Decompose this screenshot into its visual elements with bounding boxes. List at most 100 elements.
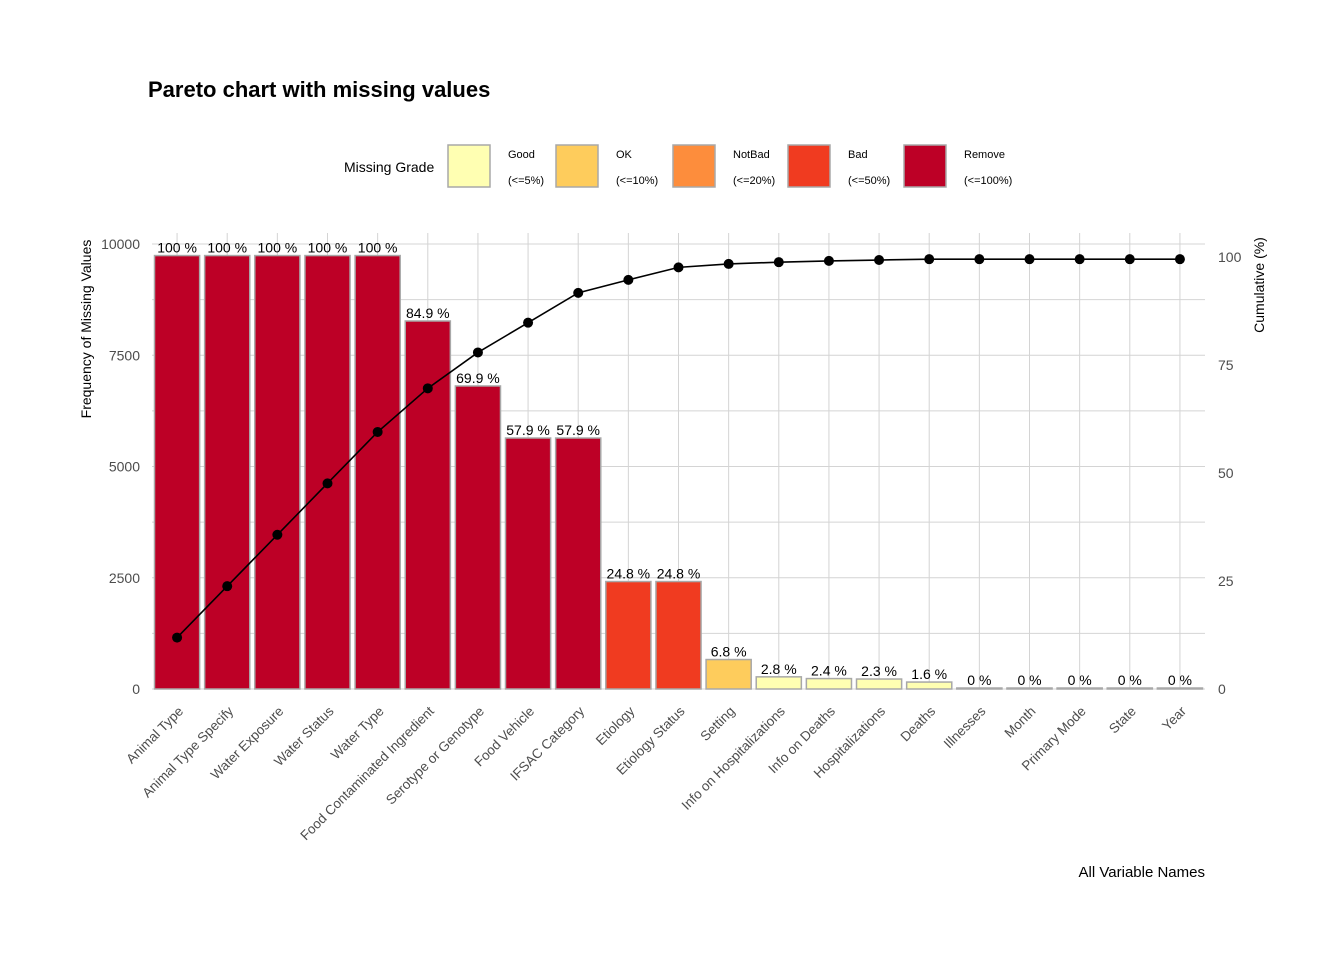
x-tick-label: State (1106, 704, 1139, 737)
y2-tick-label: 75 (1218, 357, 1234, 373)
bar (605, 580, 652, 690)
y-axis-right: 0 25 50 75 100 (1218, 249, 1242, 697)
cumulative-point (924, 254, 935, 265)
cumulative-point (372, 426, 383, 437)
bar (705, 658, 752, 690)
bar-percent-label: 1.6 % (911, 666, 947, 682)
cumulative-point (1174, 254, 1185, 265)
bar (805, 677, 853, 690)
y-tick-label: 5000 (109, 459, 140, 475)
bar-percent-label: 84.9 % (406, 305, 450, 321)
bar (905, 681, 953, 690)
cumulative-line-group (172, 254, 1185, 643)
legend-item: NotBad (<=20%) (672, 144, 775, 188)
cumulative-point (723, 258, 734, 269)
legend-label: Good (508, 149, 535, 161)
chart-title: Pareto chart with missing values (148, 77, 490, 102)
y-tick-label: 10000 (101, 236, 140, 252)
cumulative-point (1024, 254, 1035, 265)
cumulative-point (523, 317, 534, 328)
bar-percent-label: 0 % (1068, 672, 1092, 688)
x-tick-label: Month (1001, 704, 1038, 741)
bar-percent-label: 100 % (358, 240, 398, 256)
cumulative-point (422, 383, 433, 394)
bar-percent-label: 2.8 % (761, 661, 797, 677)
bar (855, 678, 903, 690)
bars (153, 254, 1204, 690)
legend-range: (<=100%) (964, 175, 1012, 187)
legend-label: Remove (964, 149, 1005, 161)
cumulative-point (322, 478, 333, 489)
bar-percent-label: 100 % (308, 240, 348, 256)
x-tick-label: Etiology (593, 703, 638, 748)
bar (254, 254, 301, 690)
y-tick-label: 2500 (109, 570, 140, 586)
bar (454, 385, 502, 690)
cumulative-point (773, 257, 784, 268)
bar (1006, 687, 1053, 690)
bar (956, 687, 1003, 690)
bar-percent-label: 2.4 % (811, 663, 847, 679)
bar (404, 320, 452, 690)
bar-percent-label: 100 % (207, 240, 247, 256)
legend-item: Bad (<=50%) (787, 144, 890, 188)
y-tick-label: 0 (132, 681, 140, 697)
legend-item: Good (<=5%) (447, 144, 544, 188)
bar-percent-label: 0 % (1017, 672, 1041, 688)
y2-tick-label: 50 (1218, 465, 1234, 481)
y-axis-left: 0 2500 5000 7500 10000 (101, 236, 140, 697)
legend-range: (<=5%) (508, 175, 544, 187)
bar-percent-label: 57.9 % (556, 422, 600, 438)
x-tick-label: Deaths (897, 703, 938, 744)
legend-item: OK (<=10%) (555, 144, 658, 188)
cumulative-point (974, 254, 985, 265)
y-tick-label: 7500 (109, 347, 140, 363)
bar-percent-label: 24.8 % (607, 566, 651, 582)
bar (1156, 687, 1204, 690)
bar (655, 580, 702, 690)
bar (1056, 687, 1103, 690)
legend-key (903, 144, 947, 188)
legend-range: (<=50%) (848, 175, 890, 187)
legend-key (555, 144, 599, 188)
bar (153, 254, 201, 690)
legend-label: Bad (848, 149, 868, 161)
cumulative-point (472, 347, 483, 358)
bar-labels: 100 % 100 % 100 % 100 % 100 % 84.9 % 69.9 % 57.… (157, 240, 1192, 688)
cumulative-point (573, 287, 584, 298)
legend-label: OK (616, 149, 633, 161)
legend-label: NotBad (733, 149, 770, 161)
y2-tick-label: 100 (1218, 249, 1242, 265)
x-tick-label: Serotype or Genotype (383, 704, 487, 808)
bar-percent-label: 57.9 % (506, 422, 550, 438)
bar-percent-label: 0 % (967, 672, 991, 688)
y-axis-title: Frequency of Missing Values (78, 240, 94, 419)
legend-key (787, 144, 831, 188)
bar-percent-label: 0 % (1168, 672, 1192, 688)
bar (504, 437, 552, 690)
cumulative-point (1074, 254, 1085, 265)
bar (755, 676, 803, 690)
bar (354, 254, 401, 690)
bar-percent-label: 2.3 % (861, 663, 897, 679)
legend-range: (<=10%) (616, 175, 658, 187)
bar-percent-label: 69.9 % (456, 370, 500, 386)
legend-key (447, 144, 491, 188)
bar (1106, 687, 1154, 690)
cumulative-point (222, 581, 233, 592)
cumulative-point (272, 529, 283, 540)
legend-item: Remove (<=100%) (903, 144, 1012, 188)
bar-percent-label: 24.8 % (657, 566, 701, 582)
bar-percent-label: 100 % (157, 240, 197, 256)
cumulative-point (1124, 254, 1135, 265)
bar-percent-label: 6.8 % (711, 644, 747, 660)
cumulative-point (623, 274, 634, 285)
bar (554, 437, 602, 690)
x-tick-label: Illnesses (941, 703, 989, 751)
x-tick-label: Animal Type Specify (139, 703, 236, 800)
bar-percent-label: 100 % (258, 240, 298, 256)
cumulative-point (823, 255, 834, 266)
